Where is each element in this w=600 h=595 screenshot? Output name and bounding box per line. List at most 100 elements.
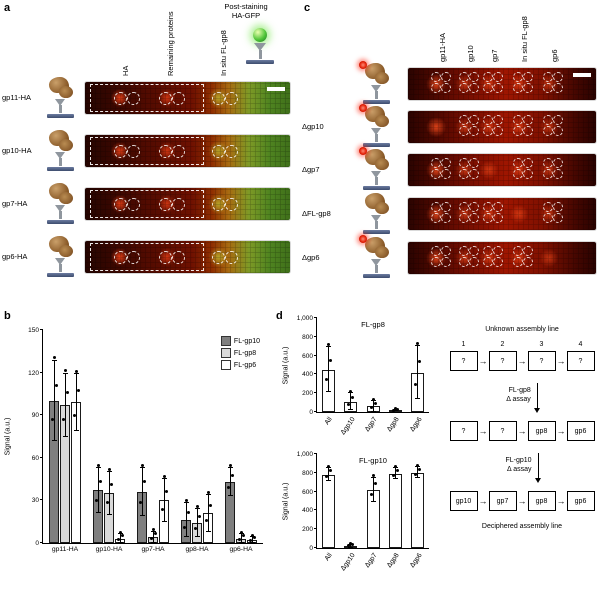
data-point [414,382,418,386]
error-bar [350,393,352,411]
phage-icon [358,191,398,239]
spot-circle [458,158,469,168]
spot-circle [468,158,479,168]
y-tick-label: 200 [302,526,313,534]
assay-fl-gp10-line1: FL-gp10 [505,457,532,465]
y-tick-label: 30 [31,497,39,505]
bar [411,472,425,548]
spot-circle [468,246,479,256]
data-point [63,369,67,373]
scale-bar [573,73,591,77]
surface-base [47,167,74,171]
surface-base [363,186,390,190]
y-tick-label: 90 [31,412,39,420]
spot-circle [113,251,127,264]
legend-swatch [220,348,231,358]
spot-circle [543,83,554,93]
surface-base [246,60,274,64]
spot-circle [468,213,479,223]
data-point [324,377,328,381]
probe-pin-icon [371,128,381,135]
data-point [395,468,399,472]
specimen-label: gp10-HA [2,146,32,155]
red-fluorophore-icon [359,104,367,112]
bar-chart-fl-gp10: FL-gp10 0 200 400 600 800 1,000 All Δgp10 Δgp7 Δgp… [280,451,440,589]
specimen-label: Δgp10 [302,122,324,131]
assay-fl-gp8-line2: Δ assay [506,396,531,403]
data-point [349,389,353,393]
data-point [65,391,69,395]
legend-label: FL-gp8 [233,349,257,357]
probe-pin-icon [55,152,65,159]
probe-pin-icon [371,85,381,92]
right-arrow-icon: → [478,426,488,436]
error-cap-bottom [249,542,255,543]
data-point [418,360,422,364]
right-arrow-icon: → [478,496,488,506]
spot-circle [523,169,534,179]
surface-base [363,274,390,278]
spot-circle [430,169,441,179]
error-cap-bottom [95,512,101,514]
probe-stem [375,177,378,185]
data-point [206,490,210,494]
probe-stem [375,221,378,229]
spot-circle [458,126,469,136]
fluorescence-strip [85,241,290,273]
surface-base [47,220,74,224]
phage-body-2 [375,246,389,258]
spot-circle [468,72,479,82]
error-bar [417,467,419,479]
x-tick-label: Δgp8 [386,416,402,434]
data-point [347,402,351,406]
y-tick-mark [314,317,317,318]
probe-stem [375,134,378,142]
fluorescence-strip [85,135,290,167]
data-point [96,463,100,467]
data-point [140,463,144,467]
spot-circle [458,257,469,267]
probe-pin-icon [55,258,65,265]
data-point [239,531,243,535]
assembly-box: gp10 [449,491,478,511]
panel-label-d: d [276,310,283,322]
x-tick-label: All [323,416,334,427]
y-tick-mark [314,373,317,375]
spot-circle [523,72,534,82]
error-cap-top [150,530,156,532]
assembly-step: gp10 [449,491,478,511]
data-point [230,473,234,477]
y-tick-label: 150 [28,327,39,334]
spot-circle [430,246,441,256]
error-bar [185,503,187,538]
error-cap-bottom [348,546,354,548]
y-tick-label: 400 [302,507,313,515]
spot-circle [126,198,140,211]
spot-circle [523,257,534,267]
data-point [61,417,65,421]
spot-circle [493,72,504,82]
spot-circle [523,83,534,93]
error-cap-top [227,466,233,468]
spot-circle [513,126,524,136]
spot-circle [468,115,479,125]
error-bar [152,531,154,543]
error-cap-top [106,471,112,472]
spot-circle [430,83,441,93]
assembly-box: gp6 [566,421,595,441]
unknown-assembly-title: Unknown assembly line [485,326,559,333]
spot-circle [458,83,469,93]
spot-circle [440,72,451,82]
data-point [164,489,168,493]
error-cap-bottom [348,409,354,411]
spot-circle [440,213,451,223]
error-cap-bottom [370,500,376,502]
spot-circle [483,126,494,136]
spot-circle [493,213,504,223]
assembly-box: ? [527,351,556,371]
data-point [373,401,377,405]
spot-circle [212,145,226,158]
right-arrow-icon: → [478,356,488,366]
fluorescence-strip [408,198,596,230]
spot-circle [430,202,441,212]
